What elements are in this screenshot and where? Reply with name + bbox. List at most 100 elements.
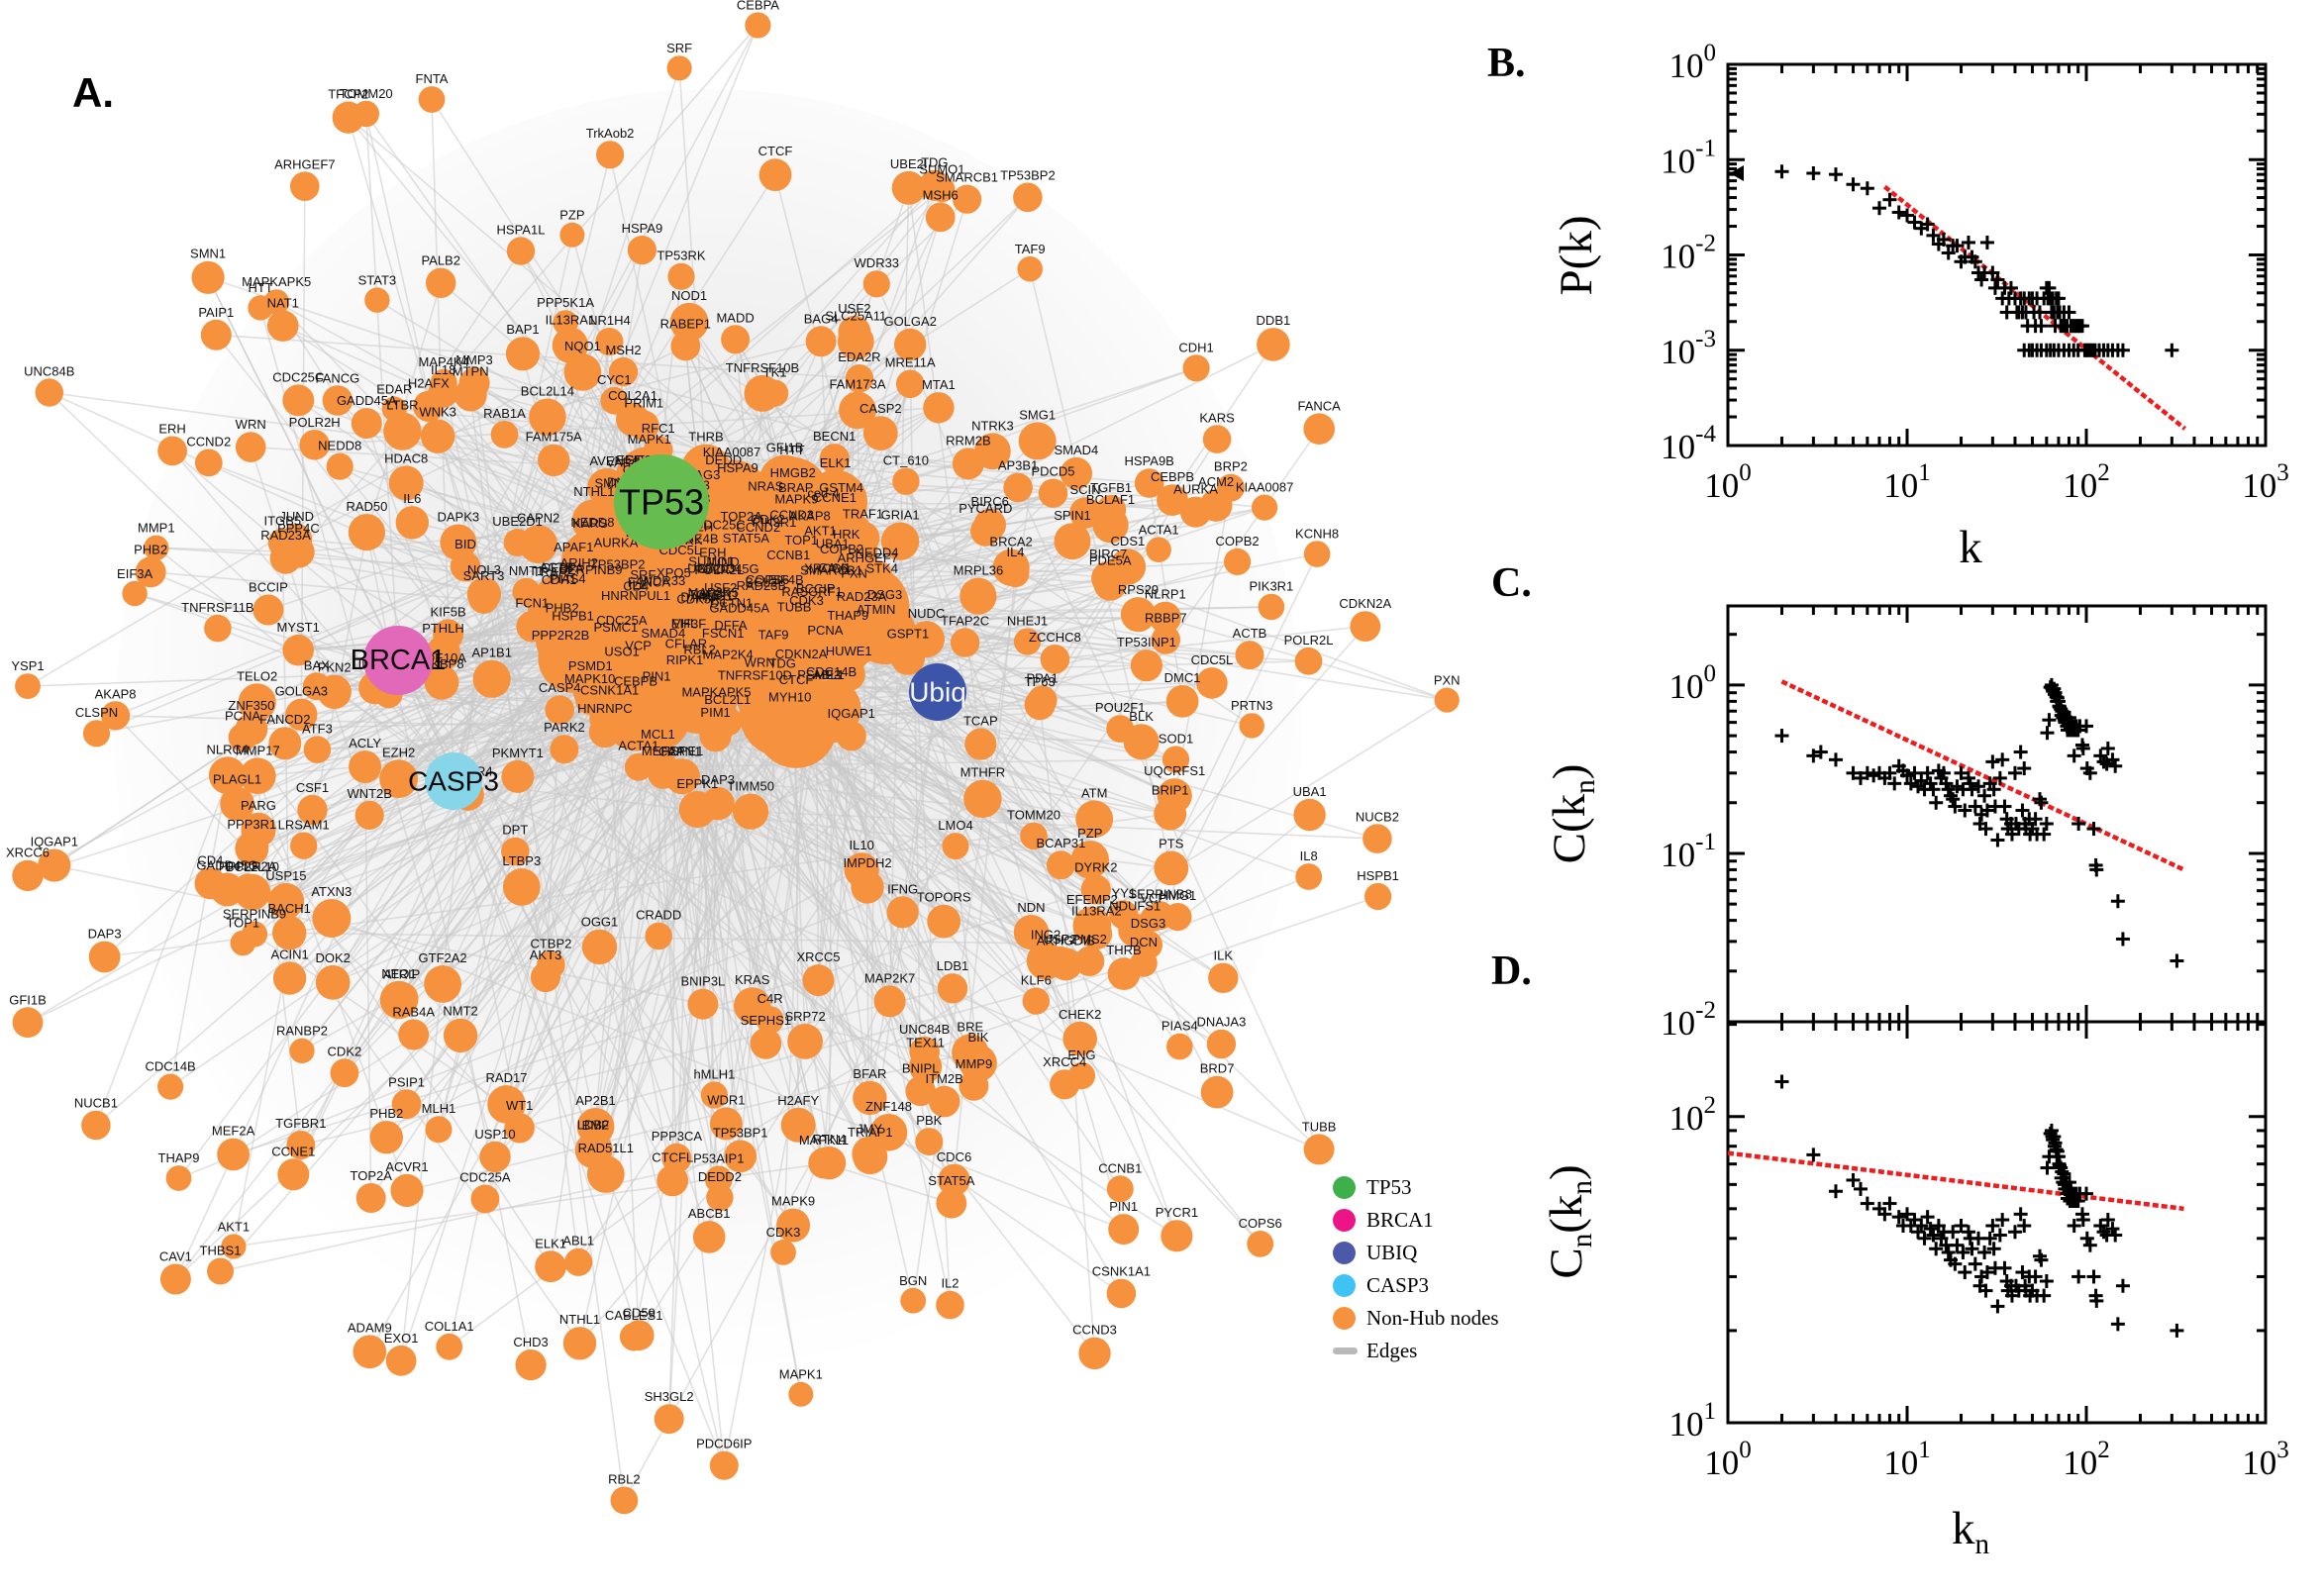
panel-label-c: C. [1491,560,1532,606]
network-node [819,444,850,474]
network-node-label: BIRC7 [1089,547,1127,561]
scatter-points [1774,677,2184,968]
network-node-label: PKN2 [318,660,352,675]
network-node [925,202,956,233]
network-node-label: XRCC6 [804,561,848,576]
network-node [383,412,422,450]
network-node-label: BRE [957,1020,983,1035]
network-node-label: PIN1 [1109,1199,1138,1214]
network-node-label: TrkAob2 [586,126,635,141]
network-node-label: PAIP1 [198,305,234,320]
network-node [1149,601,1181,634]
legend-item-non-hub-nodes: Non-Hub nodes [1333,1302,1499,1335]
network-node-label: ITGB5 [264,514,302,529]
network-node [923,392,955,424]
network-node-label: PIAS4 [550,571,586,586]
network-node [1206,1029,1237,1059]
tick-label: 10-3 [1661,326,1716,371]
network-node-label: CCND3 [1072,1323,1117,1338]
network-node-label: KIF5B [431,604,466,619]
network-node [101,701,131,731]
network-node-label: USF2 [704,580,737,595]
plot-b: 100 101 102 103 100 10-1 10-2 10-3 10-4 [1661,40,2289,505]
network-node-label: UQCRFS1 [1144,763,1205,778]
network-node-label: LRSAM1 [278,818,330,833]
network-node [562,1327,597,1360]
network-node [420,419,455,453]
network-node-label: CDC25C [694,517,746,532]
network-node [267,882,305,920]
network-node [194,867,227,900]
network-node-label: TAF9 [1015,242,1046,256]
legend-item-brca1: BRCA1 [1333,1204,1499,1237]
hub-casp3-circle [425,752,482,810]
network-node-label: TEX11 [906,1036,945,1050]
network-node-label: FANCA [628,575,671,590]
network-node-label: CAV1 [818,560,851,575]
network-node-label: RAD50 [346,499,387,514]
network-node [1096,494,1127,525]
network-node [1247,1231,1274,1257]
network-node [800,681,839,720]
hub-tp53-circle [614,454,709,549]
network-node-label: WNK3 [419,405,456,420]
network-node-label: IL2 [629,577,647,592]
network-node [664,758,700,795]
network-node [750,1028,782,1059]
network-node-label: FAM175A [526,430,582,445]
legend-item-label: Edges [1366,1339,1418,1362]
hub-brca1-circle [363,626,433,695]
network-node-label: H2AFY [777,1093,819,1108]
network-node [1146,537,1171,562]
network-node-label: CCND2 [736,520,780,535]
network-node [600,635,632,665]
network-node [845,364,874,393]
network-node-label: TOP2A [721,509,763,524]
network-node-label: LDB1 [937,958,969,973]
network-node [315,964,351,1000]
network-node-label: IL8 [1300,848,1318,863]
tick-label: 101 [1883,1437,1931,1482]
network-node [970,516,1001,547]
network-node-label: TP53BP2 [590,557,646,572]
network-node-label: FANCG [316,370,360,385]
network-node [666,55,692,81]
network-node [853,1080,887,1116]
network-node [700,1081,729,1109]
network-node-label: HSPB1 [552,608,594,623]
network-node-label: PPA1 [1026,670,1058,685]
network-node-label: APAF1 [554,540,593,554]
network-node-label: WRN [236,417,266,432]
network-node-label: THAP9 [158,1150,200,1165]
network-node [667,262,695,290]
network-node-label: CDKN2A [775,647,828,661]
network-node [805,326,837,357]
network-node-label: CSNK1A1 [1092,1264,1151,1279]
network-node [687,988,719,1020]
network-node-label: CTCFL [652,1150,693,1165]
legend-item-edges: Edges [1333,1335,1499,1367]
network-node-label: PARK2 [544,720,585,735]
network-node-label: CHEK2 [1059,1007,1101,1022]
network-node [135,556,166,588]
network-node [369,1121,403,1154]
network-node-label: KIAA0087 [1236,480,1294,495]
network-node [752,493,780,523]
network-node-label: CDH1 [1178,340,1213,354]
network-node [426,267,456,298]
network-node-label: COPS6 [1239,1216,1282,1231]
network-node-label: ING2 [1031,928,1060,943]
network-node-label: AP1B1 [471,646,511,660]
network-node-label: ATF3 [302,721,333,736]
network-node-label: AKT1 [804,524,837,539]
network-node-label: THRB [688,430,723,445]
network-node [950,628,980,657]
hub-brca1-label: BRCA1 [351,645,447,676]
network-node-label: NRAS [748,479,783,494]
network-node-label: CDC5L [1191,652,1234,667]
network-node [770,704,810,744]
network-node-label: PRTN3 [1231,698,1272,713]
plot-c: 100 10-1 10-2 [1661,604,2268,1043]
network-node [873,985,906,1018]
network-node [194,449,223,477]
